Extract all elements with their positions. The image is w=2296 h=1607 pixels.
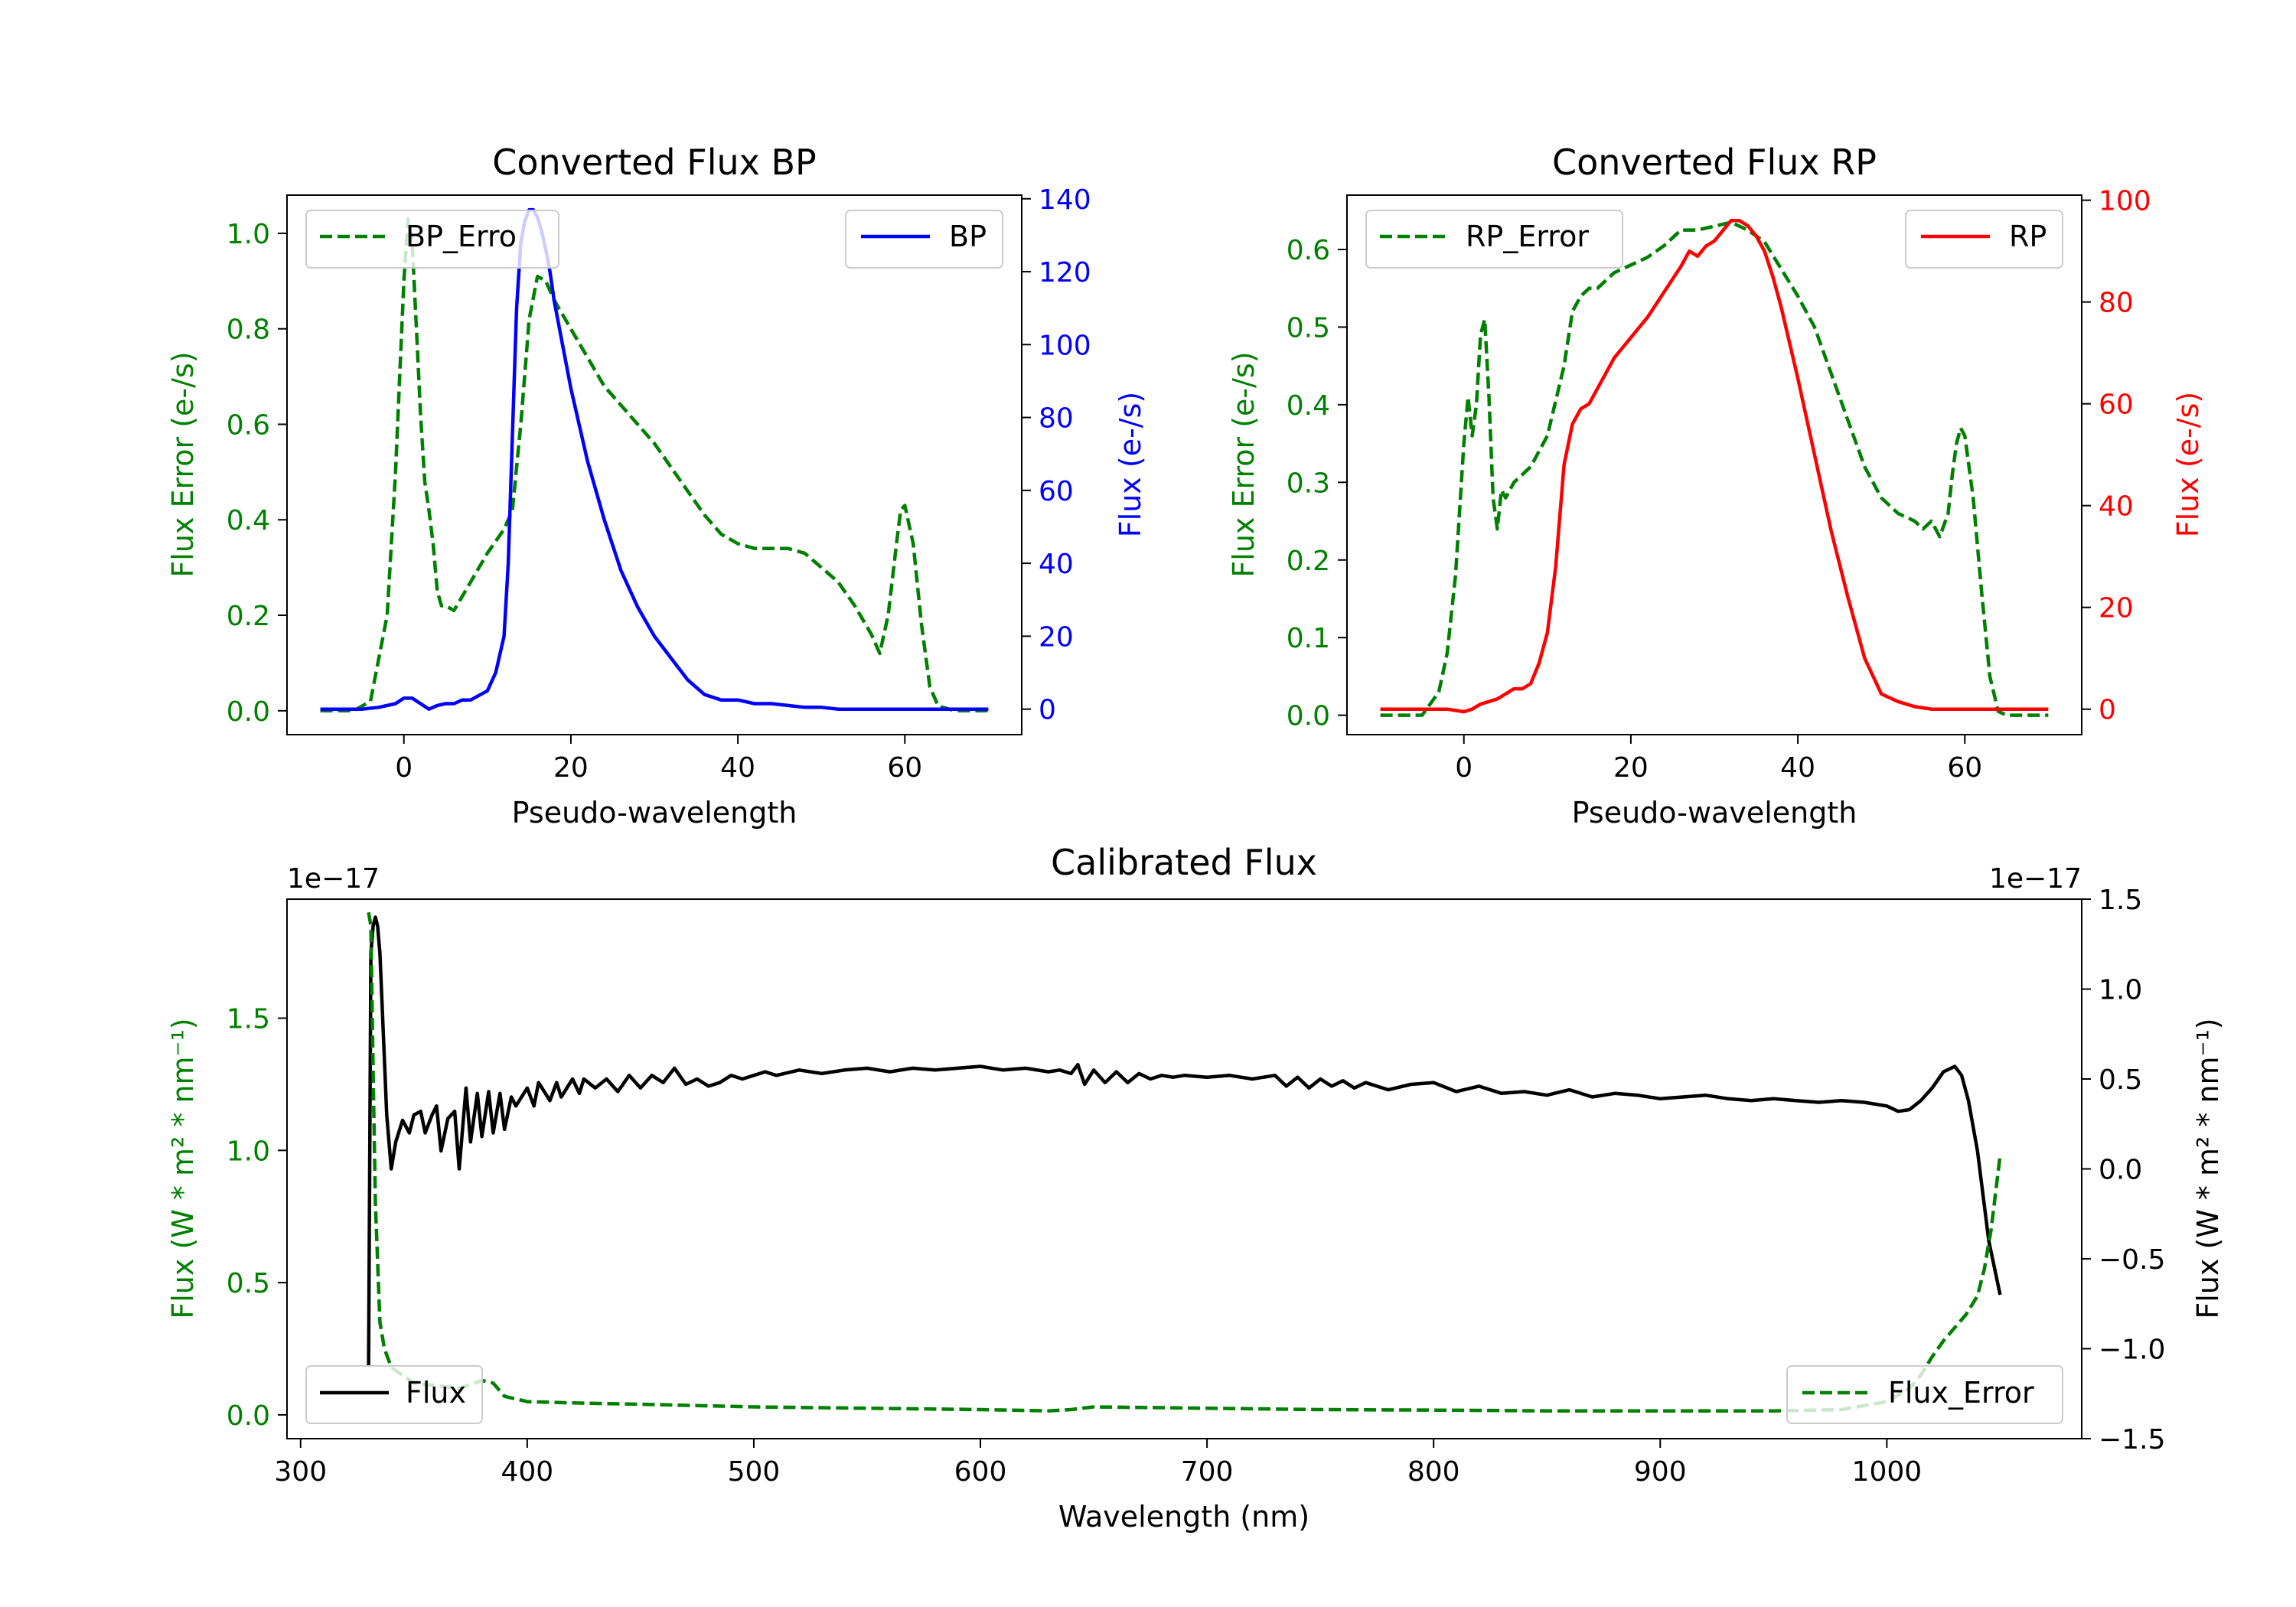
bp-legend-error-label: BP_Erro (406, 220, 517, 253)
bp-right-tick-label: 100 (1039, 330, 1091, 361)
rp-x-tick-label: 0 (1455, 752, 1473, 784)
calibrated-right-tick-label: −1.5 (2099, 1424, 2165, 1455)
calibrated-legend-error-label: Flux_Error (1888, 1376, 2034, 1410)
rp-series-rp-line (1380, 219, 2049, 714)
bp-legend-bp: BP (845, 210, 1003, 269)
rp-frame (1346, 194, 2082, 735)
bp-left-tick-label: 0.0 (227, 696, 270, 728)
rp-right-tick-label: 80 (2099, 288, 2134, 319)
rp-legend-error-label: RP_Error (1466, 220, 1589, 253)
calibrated-right-axis-label: Flux (W * m² * nm⁻¹) (2191, 1018, 2225, 1319)
bp-plot-area (287, 195, 1022, 735)
rp-left-tick-label: 0.0 (1287, 701, 1330, 732)
rp-plot-area (1347, 195, 2082, 735)
rp-left-tick-label: 0.3 (1287, 468, 1330, 499)
calibrated-left-tick-label: 0.0 (227, 1400, 270, 1432)
calibrated-left-axis-label: Flux (W * m² * nm⁻¹) (166, 1018, 200, 1319)
bp-left-tick-label: 0.8 (227, 315, 270, 346)
bp-legend-error: BP_Erro (305, 210, 559, 269)
bp-series-bp-error-line (320, 217, 989, 713)
rp-legend-rp-label: RP (2009, 220, 2047, 253)
calibrated-right-offset-text: 1e−17 (1989, 863, 2082, 895)
rp-title: Converted Flux RP (1552, 142, 1877, 183)
rp-series-rp-error-line (1380, 220, 2049, 717)
bp-right-tick-label: 40 (1039, 549, 1074, 580)
calibrated-left-offset-text: 1e−17 (287, 863, 380, 895)
calibrated-left-tick-label: 0.5 (227, 1268, 270, 1299)
rp-left-tick-label: 0.4 (1287, 390, 1330, 422)
bp-right-tick-label: 80 (1039, 403, 1074, 435)
bp-title: Converted Flux BP (492, 142, 817, 183)
rp-x-tick-label: 40 (1780, 752, 1815, 784)
rp-right-tick-label: 60 (2099, 390, 2134, 421)
bp-left-tick-label: 0.4 (227, 505, 270, 536)
bp-x-tick-label: 0 (395, 752, 413, 784)
rp-right-tick-label: 100 (2099, 186, 2151, 217)
bp-left-axis-label: Flux Error (e-/s) (166, 351, 200, 577)
rp-left-tick-label: 0.5 (1287, 312, 1330, 344)
calibrated-x-tick-label: 800 (1407, 1456, 1460, 1488)
calibrated-x-axis-label: Wavelength (nm) (1058, 1500, 1309, 1534)
calibrated-x-tick-label: 1000 (1852, 1456, 1923, 1488)
bp-right-tick-label: 20 (1039, 621, 1074, 653)
calibrated-x-tick-label: 300 (274, 1456, 327, 1488)
bp-left-tick-label: 0.6 (227, 409, 270, 441)
rp-right-axis-label: Flux (e-/s) (2171, 392, 2205, 537)
calibrated-series-flux-line (367, 915, 2002, 1367)
rp-legend-rp: RP (1905, 210, 2063, 269)
rp-x-axis-label: Pseudo-wavelength (1572, 796, 1857, 830)
calibrated-title: Calibrated Flux (1051, 842, 1317, 883)
rp-right-tick-label: 0 (2099, 695, 2116, 726)
calibrated-legend-flux-label: Flux (406, 1376, 466, 1410)
calibrated-right-tick-label: 0.0 (2099, 1155, 2142, 1186)
bp-right-axis-label: Flux (e-/s) (1114, 392, 1147, 537)
bp-x-tick-label: 60 (887, 752, 922, 784)
calibrated-legend-flux: Flux (305, 1365, 483, 1424)
rp-x-tick-label: 20 (1613, 752, 1649, 784)
bp-left-tick-label: 1.0 (227, 219, 270, 250)
bp-right-tick-label: 0 (1039, 695, 1056, 726)
calibrated-x-tick-label: 900 (1634, 1456, 1687, 1488)
calibrated-x-tick-label: 400 (501, 1456, 553, 1488)
calibrated-plot-area (287, 899, 2082, 1439)
bp-x-tick-label: 20 (553, 752, 589, 784)
calibrated-right-tick-label: 1.0 (2099, 975, 2142, 1006)
calibrated-right-tick-label: 1.5 (2099, 885, 2142, 916)
calibrated-legend-error: Flux_Error (1786, 1365, 2063, 1424)
bp-left-tick-label: 0.2 (227, 601, 270, 632)
rp-panel: 0 20 40 60 0.0 0.1 0.2 0.3 0.4 0.5 0.6 0 20 40 60 80 1… (1227, 142, 2205, 830)
rp-x-tick-label: 60 (1947, 752, 1982, 784)
bp-x-axis-label: Pseudo-wavelength (512, 796, 797, 830)
rp-left-tick-label: 0.1 (1287, 623, 1330, 654)
calibrated-left-tick-label: 1.0 (227, 1136, 270, 1167)
bp-right-tick-label: 140 (1039, 184, 1091, 216)
rp-right-tick-label: 20 (2099, 593, 2134, 624)
rp-right-tick-label: 40 (2099, 491, 2134, 523)
bp-right-tick-label: 60 (1039, 476, 1074, 507)
rp-left-tick-label: 0.2 (1287, 546, 1330, 577)
rp-legend-error: RP_Error (1365, 210, 1623, 269)
calibrated-x-tick-label: 700 (1181, 1456, 1234, 1488)
calibrated-left-tick-label: 1.5 (227, 1004, 270, 1035)
calibrated-panel: 300 400 500 600 700 800 900 1000 0.0 0.5 1.0 1.5 −… (166, 842, 2225, 1534)
rp-left-tick-label: 0.6 (1287, 235, 1330, 266)
calibrated-x-tick-label: 500 (728, 1456, 781, 1488)
calibrated-right-tick-label: −0.5 (2099, 1244, 2165, 1276)
calibrated-right-tick-label: −1.0 (2099, 1335, 2165, 1366)
rp-left-axis-label: Flux Error (e-/s) (1227, 351, 1261, 577)
bp-panel: 0 20 40 60 0.0 0.2 0.4 0.6 0.8 1.0 0 20 40 60 80 100 1… (166, 142, 1147, 830)
calibrated-right-tick-label: 0.5 (2099, 1064, 2142, 1096)
bp-frame (286, 194, 1022, 735)
bp-x-tick-label: 40 (720, 752, 755, 784)
bp-right-tick-label: 120 (1039, 257, 1091, 288)
bp-legend-bp-label: BP (949, 220, 987, 253)
calibrated-x-tick-label: 600 (954, 1456, 1007, 1488)
